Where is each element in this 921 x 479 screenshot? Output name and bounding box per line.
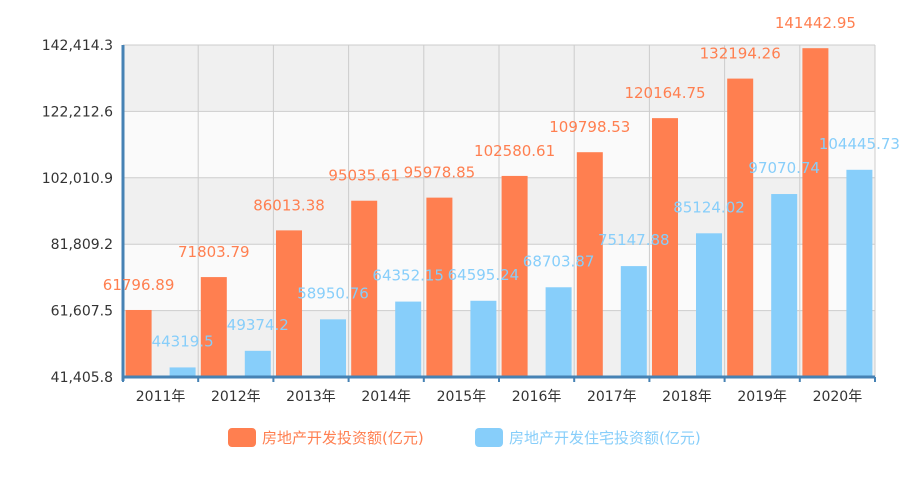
bar-series-1[interactable] [426, 197, 453, 377]
legend-swatch-series-2[interactable] [475, 428, 503, 447]
legend-label-series-1: 房地产开发投资额(亿元) [262, 429, 424, 447]
bar-series-1[interactable] [802, 48, 829, 377]
data-label-series-1: 71803.79 [178, 243, 250, 261]
data-label-series-1: 95035.61 [328, 167, 400, 185]
data-label-series-2: 68703.87 [523, 252, 595, 270]
bar-series-1[interactable] [200, 277, 227, 377]
bar-series-1[interactable] [652, 118, 678, 377]
data-label-series-1: 86013.38 [253, 196, 325, 214]
bar-series-2[interactable] [395, 301, 422, 377]
data-label-series-2: 44319.5 [152, 332, 214, 350]
y-tick-label: 41,405.8 [51, 370, 113, 386]
data-label-series-2: 58950.76 [297, 284, 369, 302]
data-label-series-2: 97070.74 [748, 159, 820, 177]
bar-series-2[interactable] [846, 169, 873, 377]
data-label-series-2: 85124.02 [673, 198, 745, 216]
bar-series-2[interactable] [545, 287, 572, 377]
legend-swatch-series-1[interactable] [228, 428, 256, 447]
y-tick-label: 102,010.9 [42, 171, 113, 187]
x-tick-label: 2013年 [286, 389, 336, 405]
y-tick-label: 61,607.5 [51, 304, 113, 320]
bar-series-2[interactable] [470, 300, 497, 377]
data-label-series-1: 120164.75 [624, 84, 705, 102]
data-label-series-1: 61796.89 [103, 276, 175, 294]
bar-series-1[interactable] [501, 175, 528, 377]
bar-series-1[interactable] [727, 78, 754, 377]
x-tick-label: 2016年 [512, 389, 562, 405]
y-tick-label: 142,414.3 [42, 38, 113, 54]
bar-series-2[interactable] [169, 367, 196, 377]
data-label-series-1: 141442.95 [775, 14, 856, 32]
x-tick-label: 2015年 [437, 389, 487, 405]
data-label-series-1: 109798.53 [549, 118, 630, 136]
x-tick-label: 2020年 [813, 389, 863, 405]
y-tick-label: 81,809.2 [51, 237, 113, 253]
y-tick-label: 122,212.6 [42, 104, 113, 120]
bar-series-2[interactable] [620, 266, 647, 377]
bar-series-2[interactable] [696, 233, 722, 377]
x-tick-label: 2014年 [361, 389, 411, 405]
x-tick-label: 2012年 [211, 389, 261, 405]
data-label-series-2: 104445.73 [819, 135, 900, 153]
data-label-series-2: 64595.24 [448, 266, 520, 284]
bar-series-2[interactable] [320, 319, 346, 377]
x-tick-label: 2017年 [587, 389, 637, 405]
x-tick-label: 2011年 [136, 389, 186, 405]
x-tick-label: 2018年 [662, 389, 712, 405]
bar-series-1[interactable] [125, 309, 152, 377]
bar-series-2[interactable] [771, 194, 798, 377]
data-label-series-1: 95978.85 [404, 164, 476, 182]
data-label-series-2: 75147.88 [598, 231, 670, 249]
x-tick-label: 2019年 [737, 389, 787, 405]
bar-series-1[interactable] [351, 200, 378, 377]
bar-series-2[interactable] [244, 350, 271, 377]
data-label-series-1: 102580.61 [474, 142, 555, 160]
data-label-series-2: 64352.15 [372, 267, 444, 285]
bar-series-1[interactable] [276, 230, 302, 377]
legend-label-series-2: 房地产开发住宅投资额(亿元) [509, 429, 701, 447]
bar-series-1[interactable] [576, 152, 603, 377]
data-label-series-1: 132194.26 [700, 45, 781, 63]
data-label-series-2: 49374.2 [227, 316, 289, 334]
